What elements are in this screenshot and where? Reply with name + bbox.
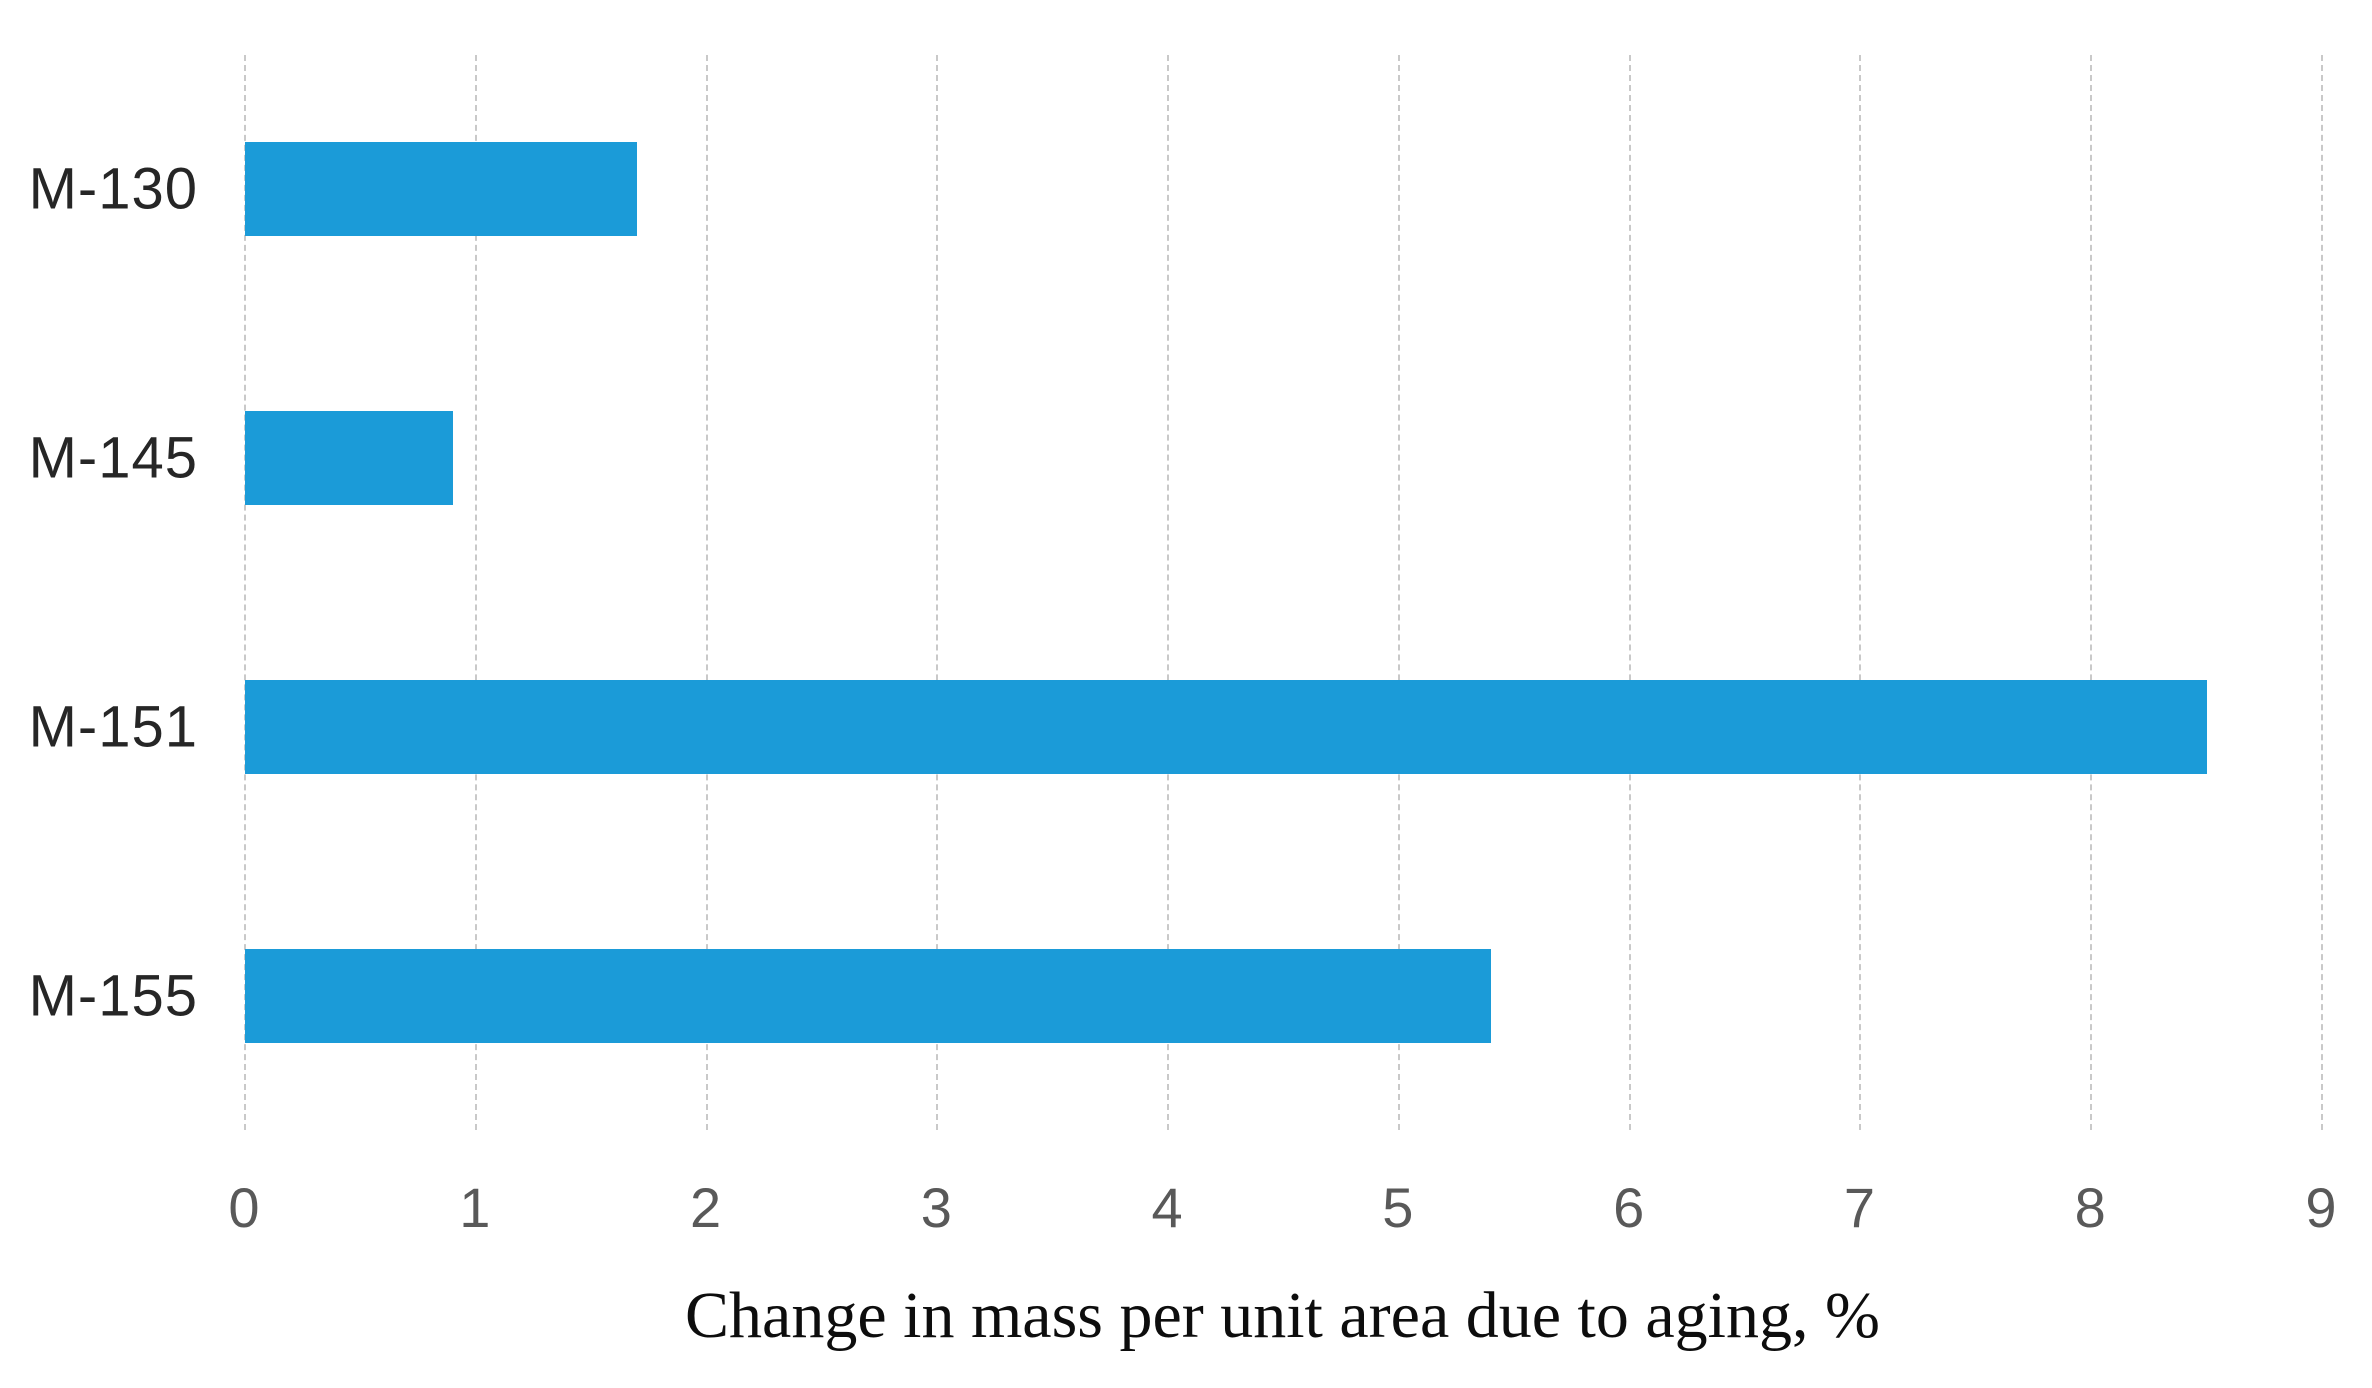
x-tick-label-7: 7 (1843, 1176, 1876, 1239)
x-tick-label-9: 9 (2305, 1176, 2337, 1239)
category-label-M-151: M-151 (28, 694, 198, 760)
category-label-M-155: M-155 (28, 963, 198, 1029)
x-axis-tick-labels: 0 1 2 3 4 5 6 7 8 9 (228, 1163, 2336, 1263)
x-tick-label-0: 0 (228, 1176, 260, 1239)
x-tick-label-3: 3 (920, 1176, 952, 1239)
category-label-M-145: M-145 (28, 425, 198, 491)
category-label-M-130: M-130 (28, 156, 198, 222)
gridline-x-2 (705, 55, 708, 1130)
x-axis-title: Change in mass per unit area due to agin… (685, 1279, 1880, 1352)
gridline-x-5 (1397, 55, 1400, 1130)
gridline-x-1 (474, 55, 477, 1130)
bar-M-155 (245, 948, 1492, 1043)
plot-area (244, 55, 2323, 1130)
gridline-x-9 (2321, 55, 2323, 1130)
bar-M-145 (245, 411, 453, 506)
gridline-x-6 (1628, 55, 1631, 1130)
x-tick-label-8: 8 (2074, 1176, 2106, 1239)
gridline-x-8 (2090, 55, 2093, 1130)
gridline-x-4 (1167, 55, 1170, 1130)
x-tick-label-4: 4 (1151, 1176, 1183, 1239)
gridline-x-0 (244, 55, 246, 1130)
x-tick-label-1: 1 (459, 1176, 491, 1239)
x-tick-label-6: 6 (1613, 1176, 1645, 1239)
y-axis-category-labels: M-130 M-145 M-151 M-155 (0, 55, 214, 1130)
gridline-x-3 (936, 55, 939, 1130)
bar-M-130 (245, 142, 638, 237)
bar-M-151 (245, 679, 2207, 774)
x-tick-label-2: 2 (689, 1176, 722, 1239)
x-tick-label-5: 5 (1382, 1176, 1414, 1239)
gridline-x-7 (1859, 55, 1862, 1130)
